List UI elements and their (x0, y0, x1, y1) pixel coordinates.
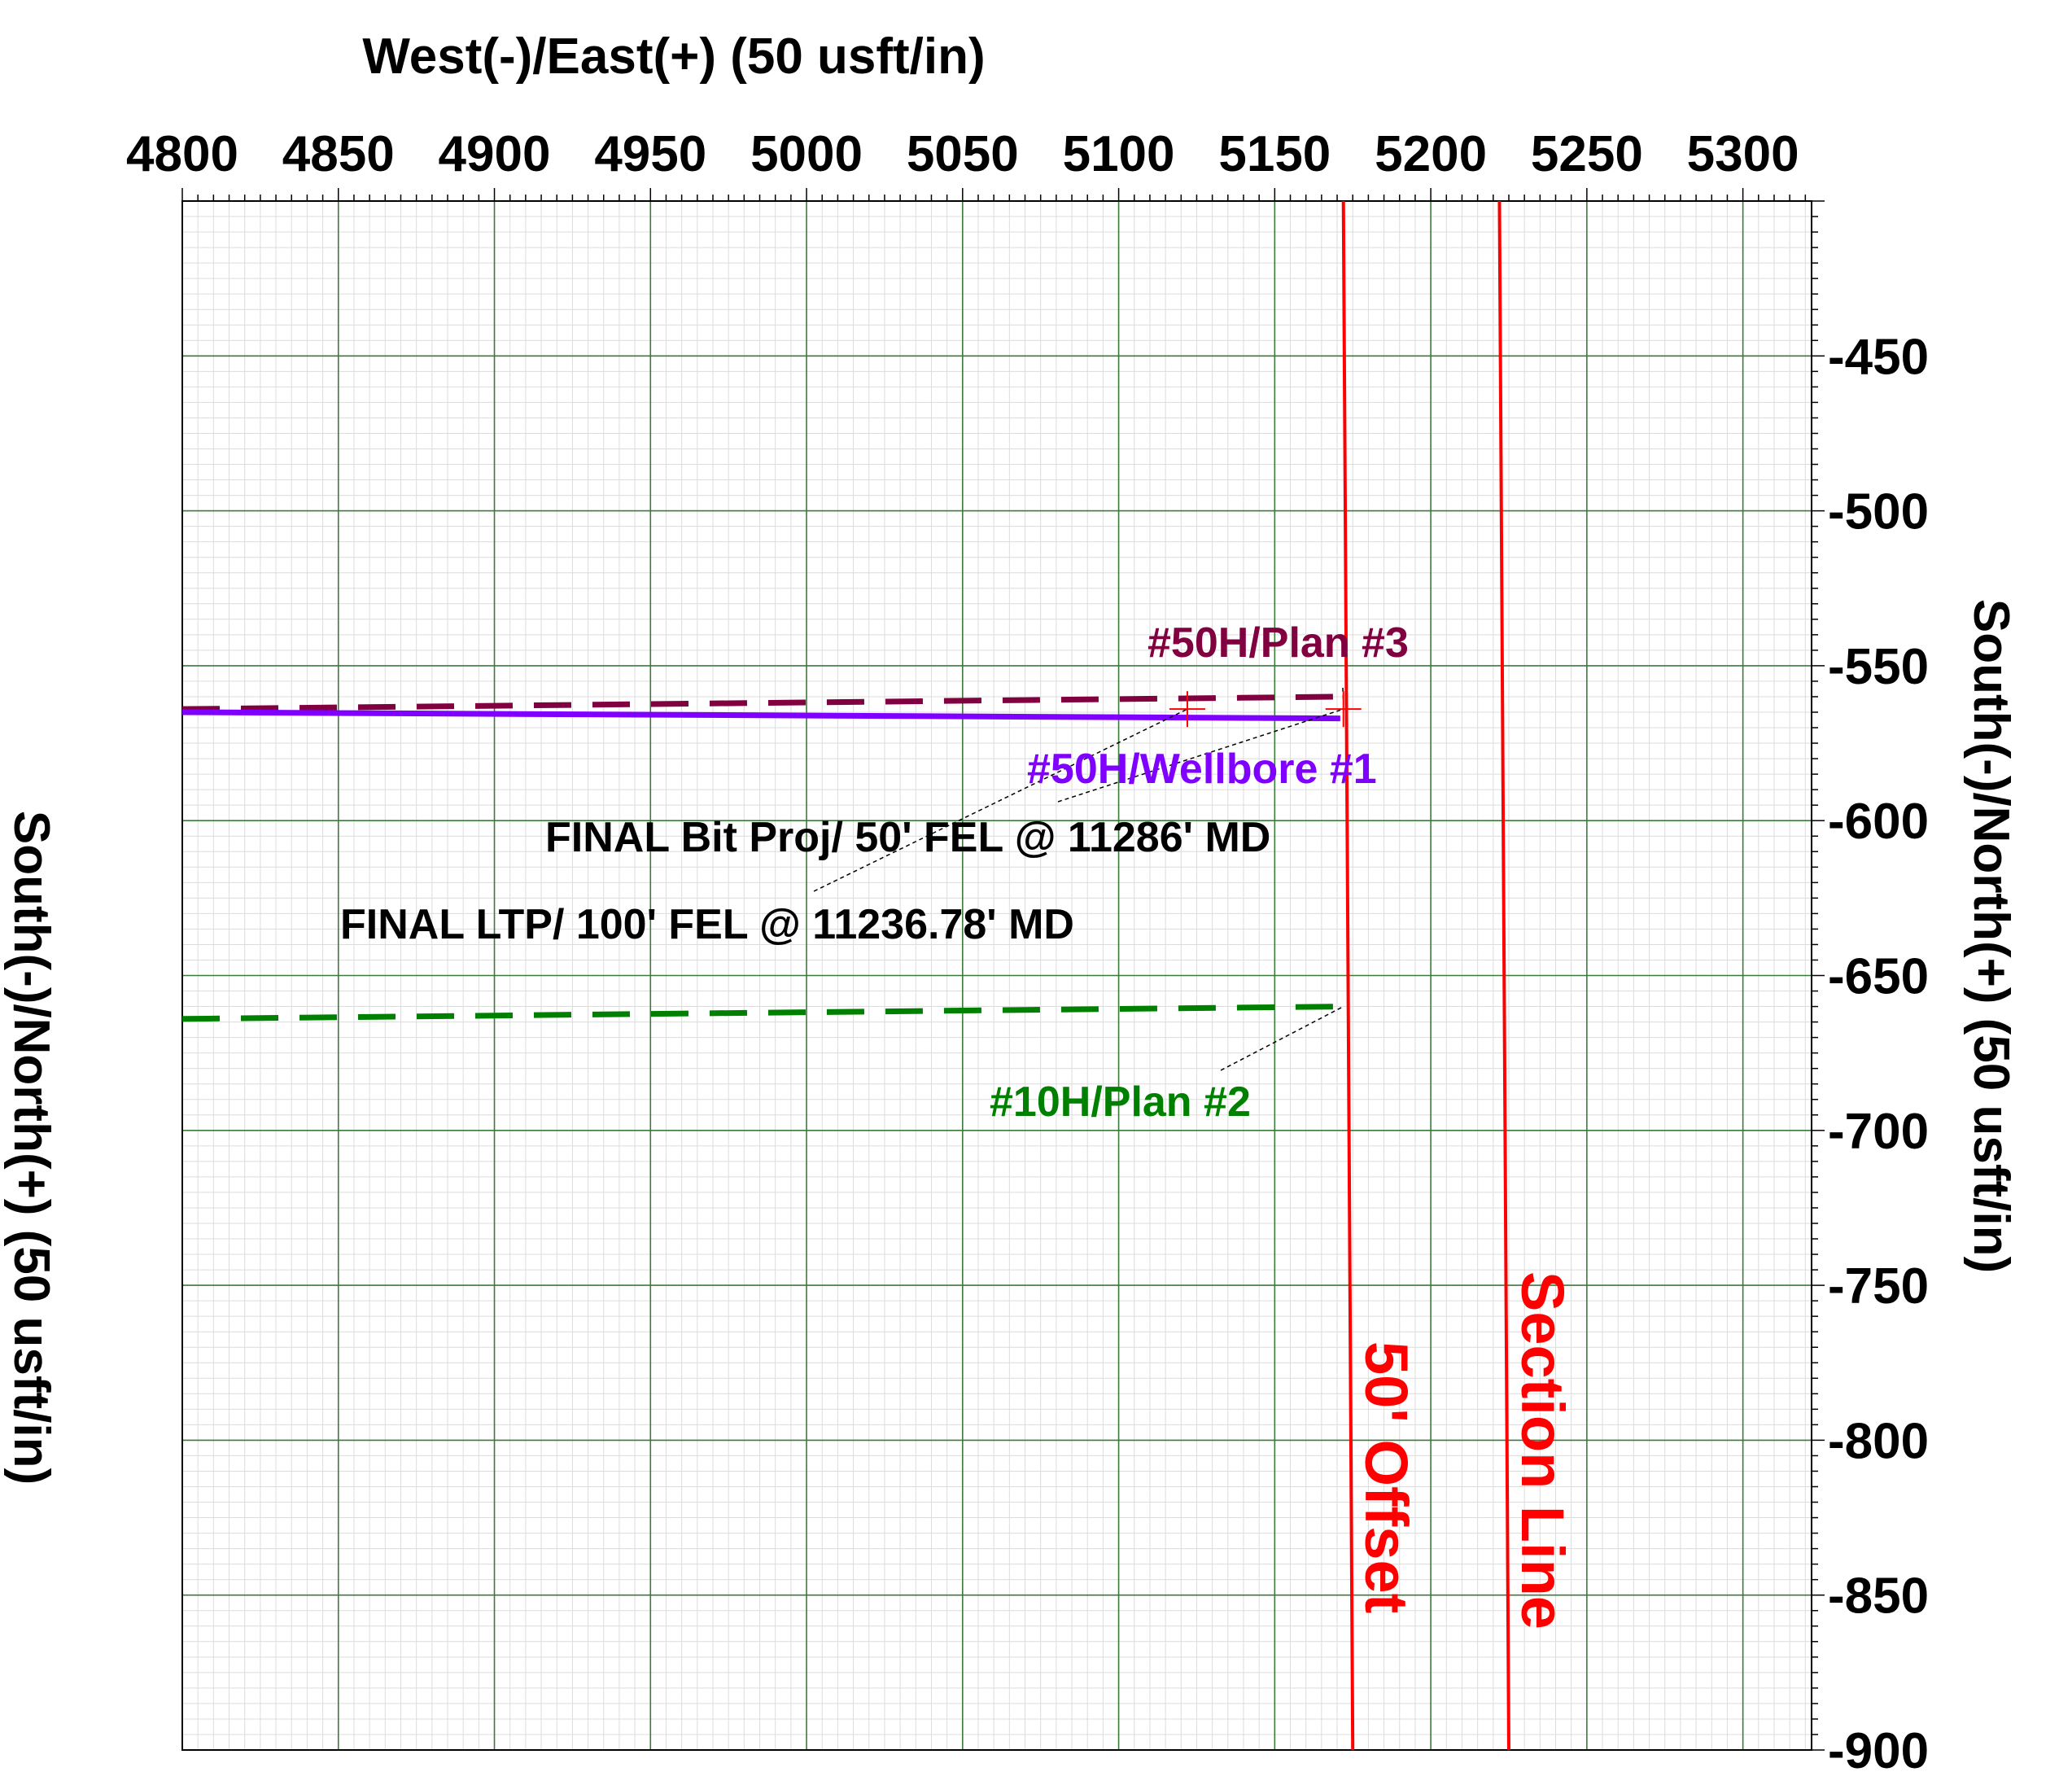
axis-ticks (181, 188, 1825, 1751)
x-tick-label: 5250 (1531, 126, 1643, 182)
y-tick-label: -500 (1828, 484, 1929, 540)
x-tick-label: 5050 (907, 126, 1019, 182)
x-tick-label: 5000 (750, 126, 863, 182)
marker-layer (1169, 691, 1362, 728)
y-axis-title-left: South(-)/North(+) (50 usft/in) (3, 811, 59, 1485)
section-line-label: Section Line (1509, 1271, 1576, 1630)
y-tick-label: -550 (1828, 639, 1929, 695)
plan3-label: #50H/Plan #3 (1147, 619, 1409, 667)
bit-proj-label: FINAL Bit Proj/ 50' FEL @ 11286' MD (545, 814, 1270, 861)
y-tick-label: -600 (1828, 794, 1929, 850)
x-axis-title: West(-)/East(+) (50 usft/in) (362, 28, 985, 85)
y-tick-label: -900 (1828, 1723, 1929, 1779)
x-tick-label: 4850 (282, 126, 395, 182)
y-tick-label: -850 (1828, 1568, 1929, 1625)
ltp-label: FINAL LTP/ 100' FEL @ 11236.78' MD (340, 901, 1074, 948)
series-line-50-offset (1341, 200, 1355, 1751)
x-tick-label: 4950 (594, 126, 706, 182)
top-cut-label: -1000 (1856, 0, 1985, 8)
plan2-label: #10H/Plan #2 (990, 1078, 1251, 1126)
plan2-leader (1220, 1005, 1344, 1071)
x-tick-label: 4800 (126, 126, 238, 182)
y-tick-label: -700 (1828, 1104, 1929, 1160)
series-layer (181, 200, 1510, 1751)
x-tick-label: 5200 (1375, 126, 1487, 182)
wellbore1-label: #50H/Wellbore #1 (1027, 746, 1377, 793)
y-tick-label: -800 (1828, 1413, 1929, 1469)
offset-line-label: 50' Offset (1353, 1341, 1420, 1613)
y-tick-label: -750 (1828, 1258, 1929, 1315)
series-line-section-line (1497, 200, 1510, 1751)
tick-labels: 4800 4850 4900 4950 5000 5050 5100 5150 5200 5250… (126, 126, 1929, 1779)
x-tick-label: 4900 (439, 126, 551, 182)
series-line-50h-wellbore-1 (181, 709, 1340, 722)
ltp-leader (813, 708, 1188, 892)
x-tick-label: 5150 (1218, 126, 1331, 182)
x-tick-label: 5100 (1063, 126, 1175, 182)
series-line-10h-plan-2 (181, 1004, 1344, 1022)
y-tick-label: -650 (1828, 949, 1929, 1005)
bit-proj-leader (1057, 708, 1344, 803)
series-line-50h-plan-3 (181, 693, 1340, 712)
x-tick-label: 5300 (1687, 126, 1799, 182)
y-axis-title-right: South(-)/North(+) (50 usft/in) (1963, 599, 2019, 1273)
y-tick-label: -450 (1828, 329, 1929, 385)
